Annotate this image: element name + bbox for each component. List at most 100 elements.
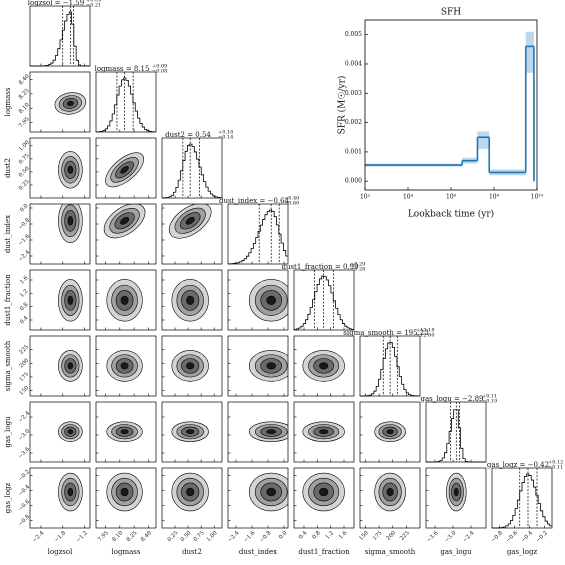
panel <box>227 401 289 463</box>
contour <box>319 362 329 370</box>
sfh-y-label: SFR (M☉/yr) <box>337 76 348 135</box>
contours <box>105 152 144 188</box>
contour <box>266 295 277 305</box>
x-tick-label: −3.6 <box>426 530 440 544</box>
x-tick-label: 8.40 <box>140 530 153 543</box>
panel-title-plus: +13.18 <box>416 328 435 334</box>
contour <box>120 295 129 305</box>
y-tick-label: −2.4 <box>18 249 32 263</box>
x-tick-label: 0.8 <box>311 530 322 541</box>
x-axis-label: gas_logu <box>440 548 472 556</box>
panel <box>359 335 421 397</box>
contour <box>266 362 277 370</box>
x-tick-label: 200 <box>386 530 398 542</box>
x-tick-label: 0.4 <box>298 530 309 541</box>
panel <box>425 401 487 463</box>
contours <box>106 279 143 322</box>
panel <box>29 203 91 265</box>
sfh-title: SFH <box>441 8 461 18</box>
panel <box>161 203 223 265</box>
panel-frame <box>359 401 421 463</box>
y-axis-label: sigma_smooth <box>4 340 12 391</box>
panel-frame <box>29 269 91 331</box>
y-tick-label: −3.0 <box>18 428 32 442</box>
panel <box>293 269 355 331</box>
contour <box>120 216 130 225</box>
panel <box>161 269 223 331</box>
panel-frame <box>227 269 289 331</box>
y-tick-label: −0.8 <box>18 217 32 231</box>
y-tick-label: 225 <box>19 344 31 356</box>
y-tick-label: 0.004 <box>345 60 362 67</box>
panel-title-plus: +0.18 <box>218 130 233 136</box>
contour <box>67 165 74 174</box>
y-tick-label: −0.8 <box>18 514 32 528</box>
x-axis-label: sigma_smooth <box>365 548 416 556</box>
y-axis-label: dust_index <box>4 215 12 253</box>
contour <box>67 295 74 305</box>
panel-frame <box>227 335 289 397</box>
x-tick-label: 0.25 <box>167 530 180 543</box>
y-tick-label: 1.6 <box>19 275 30 286</box>
panel-title-plus: +0.40 <box>284 196 299 202</box>
panel <box>95 203 157 265</box>
y-tick-label: 0.0 <box>19 203 30 214</box>
panel <box>425 467 487 529</box>
panel <box>161 467 223 529</box>
uncertainty-band <box>525 31 534 73</box>
panel <box>359 401 421 463</box>
panel <box>29 137 91 199</box>
contour <box>185 216 195 225</box>
histogram <box>293 275 354 330</box>
x-tick-label: −1.2 <box>75 530 89 544</box>
panel-title-plus: +0.09 <box>152 64 167 70</box>
y-tick-label: 0.000 <box>345 178 362 185</box>
histogram <box>359 342 420 397</box>
x-tick-label: 0.0 <box>278 530 289 541</box>
x-axis-label: logzsol <box>48 548 73 556</box>
contours <box>58 421 83 442</box>
contours <box>106 350 143 382</box>
x-tick-label: 1.2 <box>325 530 335 540</box>
panel-frame <box>425 467 487 529</box>
y-tick-label: −0.4 <box>18 484 32 498</box>
panel-title-minus: −0.08 <box>152 69 167 75</box>
contour <box>319 487 329 497</box>
contours <box>58 279 83 322</box>
panel-title-plus: +0.09 <box>86 0 101 4</box>
y-axis-label: dust1_fraction <box>4 274 12 326</box>
contours <box>171 421 209 442</box>
x-tick-label: −0.2 <box>535 530 549 544</box>
contours <box>248 279 288 322</box>
x-tick-label: 10⁸ <box>489 194 500 201</box>
y-tick-label: 0.50 <box>18 165 31 178</box>
panel <box>29 401 91 463</box>
panel-frame <box>161 203 223 265</box>
panel <box>491 467 553 529</box>
panel-frame <box>293 467 355 529</box>
panel-frame <box>161 335 223 397</box>
contour <box>120 429 129 435</box>
x-tick-label: 10⁴ <box>403 194 414 201</box>
contour <box>186 362 195 370</box>
panel-frame <box>29 203 91 265</box>
histogram <box>161 143 222 199</box>
panel-frame <box>95 203 157 265</box>
y-tick-label: 0.4 <box>19 315 30 326</box>
y-axis-label: logmass <box>4 87 12 116</box>
panel-frame <box>293 401 355 463</box>
x-tick-label: 7.95 <box>97 530 110 543</box>
panel-title: logzsol = −1.59 <box>28 0 84 7</box>
histogram <box>95 77 156 133</box>
contour <box>120 487 129 497</box>
contours <box>58 204 83 244</box>
x-tick-label: −1.6 <box>243 530 257 544</box>
x-tick-label: −0.8 <box>259 530 273 544</box>
panel <box>227 467 289 529</box>
contours <box>446 472 467 512</box>
panel <box>227 269 289 331</box>
y-tick-label: 1.2 <box>19 288 29 298</box>
panel <box>161 335 223 397</box>
contours <box>302 472 345 512</box>
